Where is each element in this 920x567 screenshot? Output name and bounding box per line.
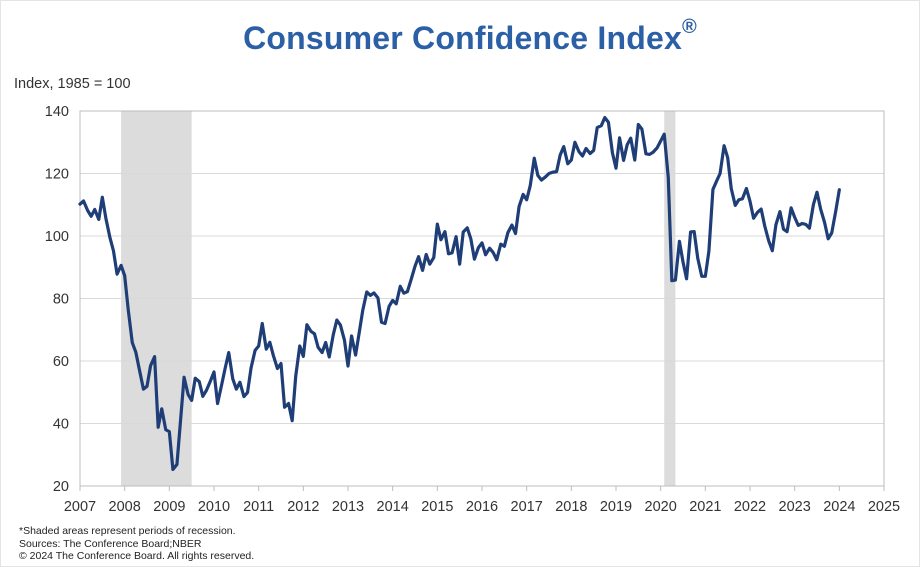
x-tick-label-2008: 2008 bbox=[109, 499, 141, 515]
x-tick-label-2012: 2012 bbox=[287, 499, 319, 515]
copyright-footnote: © 2024 The Conference Board. All rights … bbox=[19, 550, 255, 562]
gridlines bbox=[80, 173, 884, 424]
recession-footnote: *Shaded areas represent periods of reces… bbox=[19, 525, 236, 537]
x-tick-label-2020: 2020 bbox=[645, 499, 677, 515]
x-tick-label-2018: 2018 bbox=[555, 499, 587, 515]
x-tick-label-2013: 2013 bbox=[332, 499, 364, 515]
sources-footnote: Sources: The Conference Board;NBER bbox=[19, 537, 202, 550]
x-tick-label-2014: 2014 bbox=[377, 499, 409, 515]
y-tick-label-80: 80 bbox=[53, 292, 69, 308]
x-tick-label-2010: 2010 bbox=[198, 499, 230, 515]
y-tick-label-100: 100 bbox=[45, 229, 69, 245]
series-line-1 bbox=[78, 115, 841, 472]
y-tick-label-140: 140 bbox=[45, 104, 69, 120]
x-axis-ticks: 2007 2008 2009 2010 2011 2012 2013 2014 2015 2016… bbox=[64, 486, 900, 515]
x-tick-label-2022: 2022 bbox=[734, 499, 766, 515]
x-tick-label-2016: 2016 bbox=[466, 499, 498, 515]
x-tick-label-2019: 2019 bbox=[600, 499, 632, 515]
registered-mark: ® bbox=[681, 16, 697, 39]
x-tick-label-2007: 2007 bbox=[64, 499, 96, 515]
y-axis-ticks: 20 40 60 80 100 120 140 bbox=[45, 104, 69, 495]
chart-title-text: Consumer Confidence Index bbox=[243, 20, 682, 56]
x-tick-label-2023: 2023 bbox=[779, 499, 811, 515]
x-tick-label-2025: 2025 bbox=[868, 499, 900, 515]
y-tick-label-60: 60 bbox=[53, 354, 69, 370]
x-tick-label-2021: 2021 bbox=[689, 499, 721, 515]
y-tick-label-40: 40 bbox=[53, 417, 69, 433]
y-tick-label-20: 20 bbox=[53, 479, 69, 495]
x-tick-label-2015: 2015 bbox=[421, 499, 453, 515]
chart-title: Consumer Confidence Index® bbox=[0, 16, 920, 57]
x-tick-label-2017: 2017 bbox=[511, 499, 543, 515]
footnotes: *Shaded areas represent periods of reces… bbox=[19, 525, 254, 563]
x-tick-label-2011: 2011 bbox=[243, 499, 274, 515]
x-tick-label-2009: 2009 bbox=[153, 499, 185, 515]
y-axis-label: Index, 1985 = 100 bbox=[14, 76, 131, 92]
y-tick-label-120: 120 bbox=[45, 167, 69, 183]
x-tick-label-2024: 2024 bbox=[823, 499, 855, 515]
series-group bbox=[78, 115, 841, 472]
